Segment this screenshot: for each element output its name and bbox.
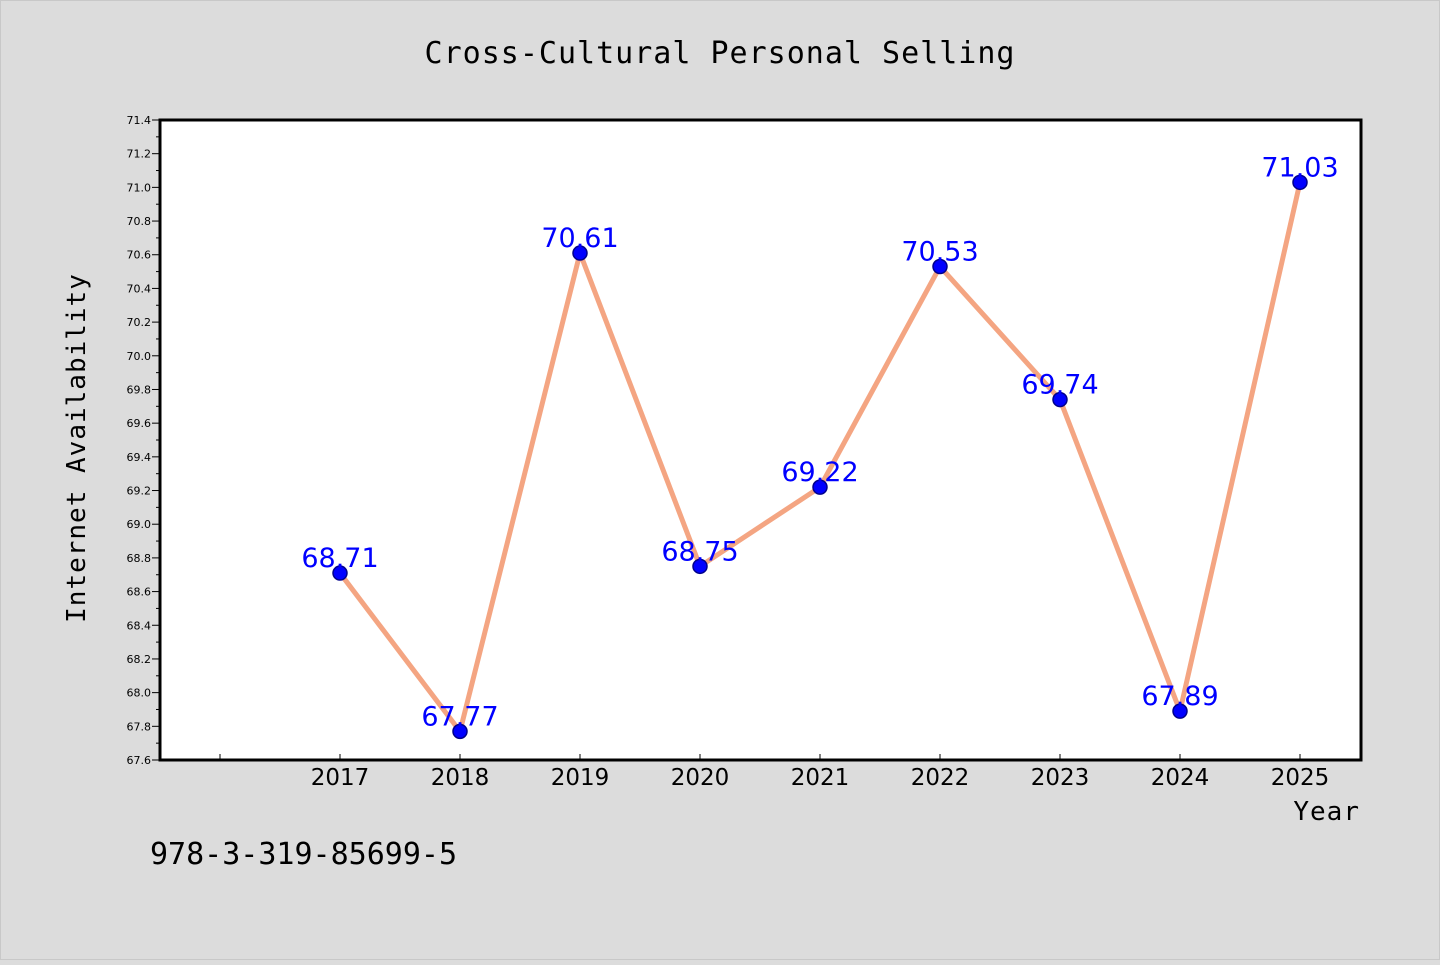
isbn-text: 978-3-319-85699-5 (150, 837, 457, 872)
data-label: 70.61 (541, 223, 618, 254)
data-label: 69.74 (1021, 370, 1098, 401)
plot-frame (158, 118, 1363, 762)
y-tick-label: 67.8 (127, 720, 152, 733)
data-label: 69.22 (781, 457, 858, 488)
x-tick-label: 2019 (551, 765, 610, 791)
y-tick-label: 68.0 (127, 687, 152, 700)
data-label: 68.71 (301, 543, 378, 574)
data-point-marker (452, 723, 468, 740)
data-label: 68.75 (661, 536, 738, 567)
y-tick-label: 68.6 (127, 586, 152, 599)
x-tick-label: 2022 (911, 765, 970, 791)
y-tick-label: 67.6 (127, 754, 152, 767)
data-labels: 68.71 67.77 70.61 68.75 69.22 70.53 69.74 67.89… (301, 152, 1338, 732)
data-point-marker (1292, 174, 1308, 191)
data-point-marker (332, 565, 348, 581)
series-markers (332, 174, 1308, 740)
data-label: 70.53 (901, 237, 978, 268)
y-tick-label: 68.8 (127, 552, 152, 565)
data-label: 67.89 (1141, 681, 1218, 712)
y-tick-label: 70.0 (127, 350, 152, 363)
y-axis-label: Internet Availability (62, 273, 92, 623)
y-tick-label: 69.2 (127, 485, 152, 498)
chart-title: Cross-Cultural Personal Selling (425, 36, 1016, 71)
y-tick-label: 68.2 (127, 653, 152, 666)
plot-area (160, 120, 1361, 760)
x-tick-label: 2021 (791, 765, 850, 791)
y-tick-label: 71.2 (127, 148, 152, 161)
y-axis-ticks: 67.6 67.8 68.0 68.2 68.4 68.6 68.8 69.0 69.2 69.4… (127, 114, 160, 767)
data-point-marker (812, 479, 828, 495)
data-point-marker (572, 245, 588, 261)
y-tick-label: 69.6 (127, 417, 152, 430)
x-tick-label: 2018 (431, 765, 490, 791)
x-tick-label: 2025 (1271, 765, 1330, 791)
data-label: 71.03 (1261, 152, 1338, 183)
x-axis-ticks: 2017 2018 2019 2020 2021 2022 2023 2024 2025 (219, 754, 1330, 791)
x-tick-label: 2017 (311, 765, 370, 791)
y-tick-label: 70.6 (127, 249, 152, 262)
x-axis-label: Year (1293, 797, 1360, 827)
y-tick-label: 69.8 (127, 383, 152, 396)
x-tick-label: 2023 (1031, 765, 1090, 791)
y-tick-label: 69.0 (127, 518, 152, 531)
data-point-marker (1172, 703, 1188, 719)
y-tick-label: 70.4 (127, 282, 152, 295)
y-tick-label: 68.4 (127, 619, 152, 632)
x-tick-label: 2020 (671, 765, 730, 791)
y-tick-label: 70.2 (127, 316, 152, 329)
y-tick-label: 71.0 (127, 181, 152, 194)
y-tick-label: 70.8 (127, 215, 152, 228)
data-point-marker (932, 258, 948, 275)
x-tick-label: 2024 (1151, 765, 1210, 791)
data-point-marker (1052, 391, 1068, 408)
data-label: 67.77 (421, 701, 498, 732)
y-tick-label: 69.4 (127, 451, 152, 464)
data-point-marker (692, 558, 708, 575)
y-tick-label: 71.4 (127, 114, 152, 127)
